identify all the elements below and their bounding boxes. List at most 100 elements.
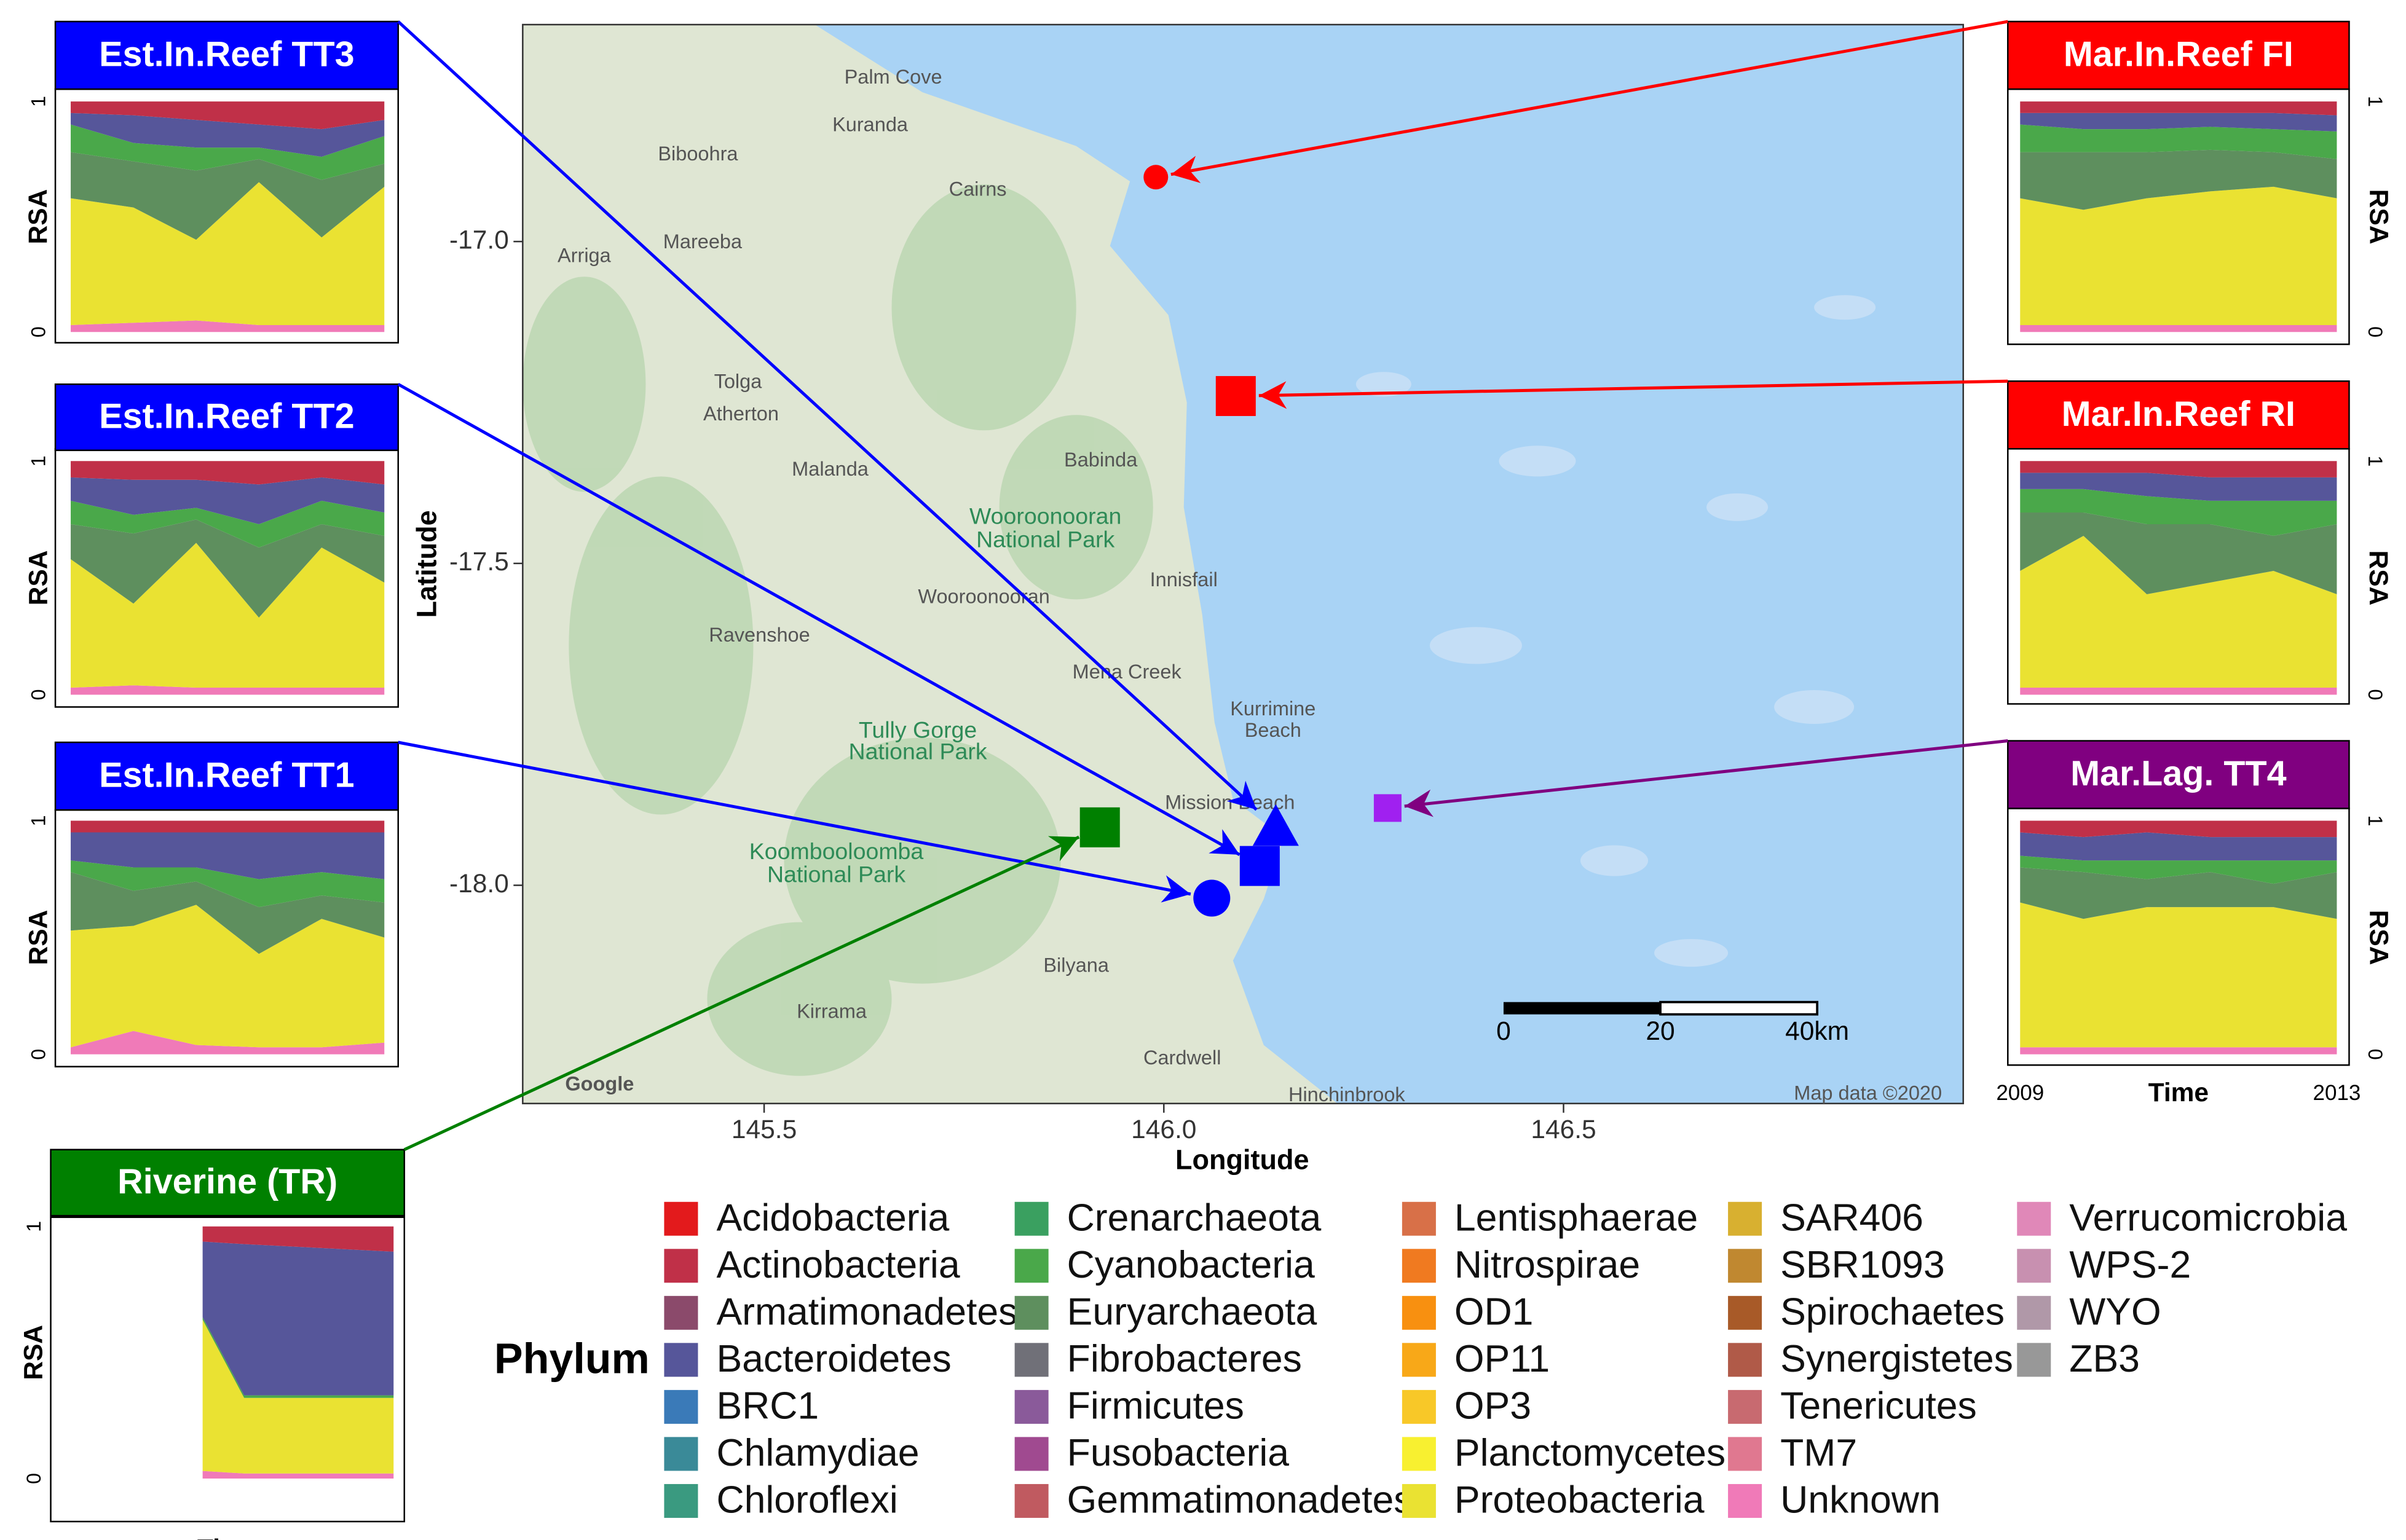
map-place-label: Ravenshoe	[709, 624, 810, 646]
legend-swatch	[1728, 1295, 1762, 1330]
legend-label: Firmicutes	[1067, 1384, 1244, 1427]
site-marker	[1215, 375, 1256, 416]
legend-swatch	[1402, 1249, 1436, 1283]
map-place-label: Tully Gorge	[859, 717, 977, 742]
area-segment	[71, 820, 385, 833]
y-axis-label: RSA	[20, 1325, 49, 1380]
y-tick-label: 1	[2364, 96, 2386, 107]
legend-label: Fibrobacteres	[1067, 1337, 1302, 1380]
y-tick-label: 0	[23, 1473, 45, 1484]
y-axis-label: RSA	[24, 551, 53, 606]
legend-label: Planctomycetes	[1454, 1431, 1726, 1474]
panel-title: Mar.Lag. TT4	[2070, 754, 2287, 793]
legend-label: Armatimonadetes	[716, 1290, 1017, 1333]
x-tick-label: 2009	[37, 1538, 85, 1540]
legend-swatch	[2017, 1343, 2051, 1377]
legend-swatch	[1014, 1249, 1049, 1283]
legend-label: Verrucomicrobia	[2069, 1196, 2347, 1239]
area-segment	[71, 500, 385, 548]
area-segment	[2020, 186, 2337, 325]
y-tick-label: -18.0	[449, 870, 509, 898]
legend-swatch	[1014, 1483, 1049, 1518]
legend-label: Proteobacteria	[1454, 1478, 1705, 1521]
legend-label: OP3	[1454, 1384, 1531, 1427]
legend-swatch	[1728, 1343, 1762, 1377]
area-segment	[71, 832, 385, 879]
map-place-label: Wooroonooran	[918, 585, 1049, 607]
y-axis-label: RSA	[24, 910, 53, 965]
scale-bar	[1503, 1002, 1661, 1015]
legend-swatch	[664, 1249, 698, 1283]
area-segment	[2020, 535, 2337, 688]
map-place-label: Mareeba	[663, 230, 743, 253]
legend-label: TM7	[1780, 1431, 1857, 1474]
scale-label: 40km	[1785, 1017, 1849, 1046]
link-arrow	[1258, 379, 2008, 409]
legend-swatch	[664, 1343, 698, 1377]
legend-swatch	[1402, 1343, 1436, 1377]
map-place-label: Kirrama	[797, 1000, 867, 1023]
legend-label: Spirochaetes	[1780, 1290, 2005, 1333]
area-segment	[71, 112, 385, 157]
scale-label: 20	[1646, 1017, 1674, 1046]
area-segment	[2020, 902, 2337, 1048]
legend-label: Bacteroidetes	[716, 1337, 951, 1380]
area-segment	[202, 1226, 394, 1252]
terrain	[523, 184, 1153, 1076]
legend-label: Crenarchaeota	[1067, 1196, 1322, 1239]
legend-swatch	[1014, 1201, 1049, 1236]
link-arrow	[1404, 739, 2008, 817]
legend-swatch	[1402, 1483, 1436, 1518]
map-place-label: Palm Cove	[845, 66, 942, 88]
map-place-label: Tolga	[714, 370, 763, 392]
legend-label: Cyanobacteria	[1067, 1243, 1315, 1286]
legend-swatch	[1014, 1437, 1049, 1471]
map-place-label: Innisfail	[1150, 568, 1218, 591]
map-place-label: Biboohra	[658, 143, 738, 165]
area-segment	[2020, 855, 2337, 884]
area-segment	[71, 872, 385, 954]
map-place-label: National Park	[849, 738, 987, 764]
legend-label: OP11	[1454, 1337, 1550, 1380]
legend-swatch	[1728, 1389, 1762, 1424]
panel-title: Riverine (TR)	[117, 1162, 337, 1201]
legend-swatch	[664, 1295, 698, 1330]
area-segment	[2020, 512, 2337, 594]
map-place-label: Bilyana	[1043, 954, 1110, 976]
legend-swatch	[1728, 1249, 1762, 1283]
legend-swatch	[2017, 1249, 2051, 1283]
y-tick-label: -17.5	[449, 548, 509, 576]
panel-title: Est.In.Reef TT1	[99, 756, 354, 795]
y-tick-label: 1	[2364, 815, 2386, 826]
x-axis-label: Time	[197, 1535, 258, 1540]
legend-label: OD1	[1454, 1290, 1534, 1333]
area-segment	[2020, 473, 2337, 501]
legend-label: BRC1	[716, 1384, 819, 1427]
site-marker	[1239, 846, 1280, 886]
legend-label: Fusobacteria	[1067, 1431, 1290, 1474]
x-tick-label: 2013	[2313, 1081, 2361, 1105]
legend-label: Gemmatimonadetes	[1067, 1478, 1413, 1521]
y-tick-label: 0	[2364, 326, 2386, 337]
panel-title-box	[50, 1149, 406, 1217]
map-place-label: Google	[565, 1072, 634, 1094]
legend-swatch	[1728, 1437, 1762, 1471]
scale-bar	[1659, 1000, 1819, 1016]
y-tick-label: 1	[28, 455, 50, 466]
x-tick-label: 146.0	[1131, 1115, 1196, 1144]
map-place-label: Cairns	[949, 178, 1007, 200]
site-marker	[1252, 804, 1299, 846]
link-arrow	[398, 741, 1191, 903]
y-axis-label: RSA	[2364, 910, 2392, 965]
area-segment	[2020, 461, 2337, 477]
y-tick-label: -17.0	[449, 226, 509, 254]
legend-label: Synergistetes	[1780, 1337, 2013, 1380]
map-place-label: Babinda	[1064, 449, 1138, 471]
link-arrow	[403, 835, 1080, 1152]
legend-label: Unknown	[1780, 1478, 1941, 1521]
area-segment	[71, 152, 385, 240]
area-segment	[202, 1241, 394, 1396]
area-segment	[2020, 101, 2337, 116]
map-place-label: Arriga	[558, 244, 612, 266]
